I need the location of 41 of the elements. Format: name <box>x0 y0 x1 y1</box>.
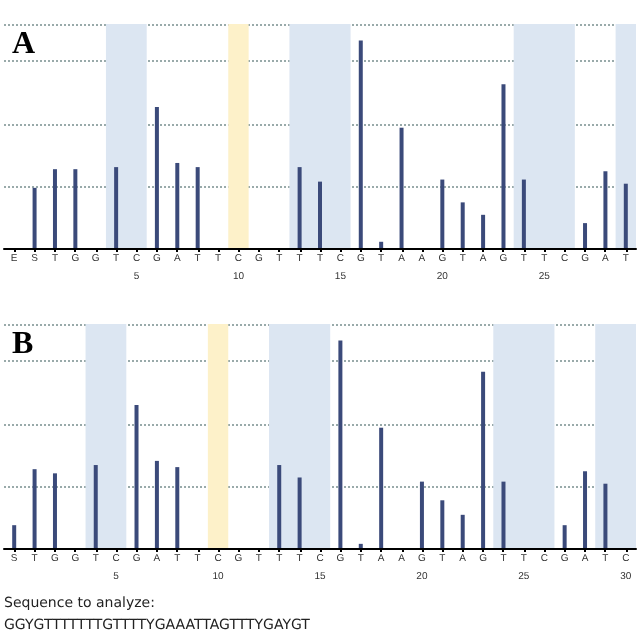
bar <box>481 371 486 548</box>
bar <box>73 169 78 248</box>
bar <box>583 471 588 548</box>
bar <box>379 427 384 548</box>
bar <box>419 481 424 548</box>
bar <box>521 179 526 248</box>
bar <box>583 223 588 248</box>
bar <box>114 167 119 248</box>
bar <box>481 214 486 248</box>
bar <box>93 465 98 548</box>
bar <box>501 84 506 248</box>
bar <box>379 241 384 248</box>
bar <box>52 473 57 548</box>
bar <box>460 202 465 248</box>
bar <box>623 183 628 248</box>
bar <box>501 481 506 548</box>
bar <box>318 181 322 248</box>
bar <box>12 525 17 548</box>
bar <box>562 525 567 548</box>
bar <box>358 40 363 248</box>
bar <box>297 167 302 248</box>
bar <box>440 500 445 548</box>
bar <box>603 483 608 548</box>
bar <box>154 106 159 248</box>
bar <box>603 171 608 248</box>
bar <box>399 127 404 248</box>
bar <box>32 187 37 248</box>
chart-title: B <box>12 327 34 361</box>
bar <box>154 460 159 548</box>
chart-title: A <box>12 27 36 61</box>
bar <box>32 469 37 548</box>
bar <box>195 167 200 248</box>
bar <box>52 169 57 248</box>
bar <box>297 477 302 548</box>
bar <box>175 162 180 248</box>
bar <box>440 179 445 248</box>
bar <box>338 340 343 548</box>
bar <box>175 467 180 548</box>
bar <box>460 514 465 548</box>
bar <box>277 465 282 548</box>
bar <box>134 404 139 548</box>
